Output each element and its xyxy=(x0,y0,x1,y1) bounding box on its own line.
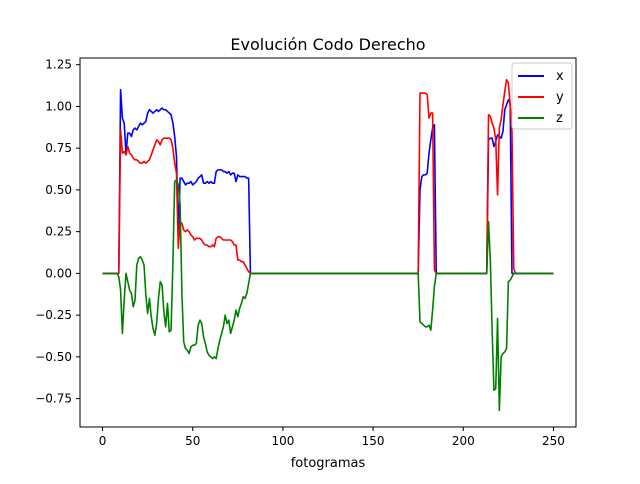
y-tick-label: 1.00 xyxy=(45,99,72,113)
y-tick-label: −0.75 xyxy=(35,392,72,406)
y-tick-label: −0.25 xyxy=(35,308,72,322)
series-line-z xyxy=(102,179,554,412)
x-axis-label: fotogramas xyxy=(291,456,366,471)
x-tick-label: 100 xyxy=(271,434,294,448)
y-tick-label: −0.50 xyxy=(35,350,72,364)
y-axis: −0.75 −0.50 −0.25 0.00 0.25 0.50 0.75 1.00 1.25 xyxy=(35,58,80,406)
legend-label-x: x xyxy=(556,69,564,84)
legend-label-y: y xyxy=(556,90,564,105)
series-group xyxy=(102,78,554,412)
y-tick-label: 0.00 xyxy=(45,266,72,280)
x-axis: 0 50 100 150 200 250 xyxy=(99,427,565,448)
x-tick-label: 200 xyxy=(452,434,475,448)
x-tick-label: 250 xyxy=(542,434,565,448)
x-tick-label: 0 xyxy=(99,434,107,448)
y-tick-label: 0.75 xyxy=(45,141,72,155)
axes-frame xyxy=(79,57,577,428)
series-line-y xyxy=(102,78,554,275)
chart-title: Evolución Codo Derecho xyxy=(230,35,425,54)
y-tick-label: 0.50 xyxy=(45,183,72,197)
x-tick-label: 50 xyxy=(185,434,200,448)
y-tick-label: 1.25 xyxy=(45,58,72,72)
x-tick-label: 150 xyxy=(362,434,385,448)
series-line-x xyxy=(102,88,554,275)
legend: xyz xyxy=(511,62,573,130)
y-tick-label: 0.25 xyxy=(45,225,72,239)
legend-label-z: z xyxy=(556,111,563,126)
